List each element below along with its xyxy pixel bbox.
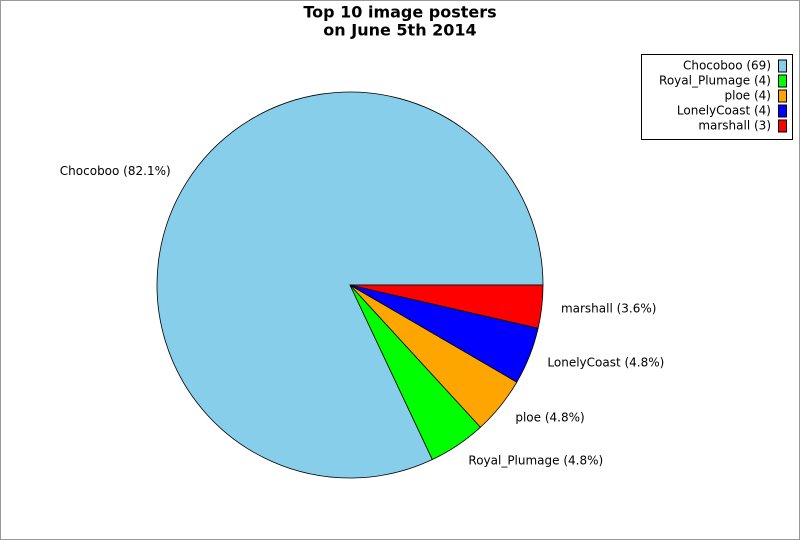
legend-label: marshall (3) [698, 119, 771, 133]
slice-label: LonelyCoast (4.8%) [547, 356, 664, 370]
chart-title: on June 5th 2014 [323, 21, 476, 40]
legend-swatch [778, 104, 787, 118]
pie-slice [349, 284, 544, 329]
legend-label: Royal_Plumage (4) [659, 74, 771, 88]
slice-label: ploe (4.8%) [515, 411, 584, 425]
legend-label: ploe (4) [725, 89, 772, 103]
slice-label: Royal_Plumage (4.8%) [468, 454, 603, 468]
legend-swatch [778, 74, 787, 88]
legend-box [641, 54, 793, 140]
slice-label: marshall (3.6%) [561, 301, 657, 315]
legend-swatch [778, 119, 787, 133]
legend-swatch [778, 59, 787, 73]
slice-label: Chocoboo (82.1%) [60, 164, 171, 178]
legend-label: LonelyCoast (4) [677, 104, 771, 118]
legend-swatch [778, 89, 787, 103]
chart-title: Top 10 image posters [303, 3, 496, 22]
legend-label: Chocoboo (69) [683, 59, 771, 73]
